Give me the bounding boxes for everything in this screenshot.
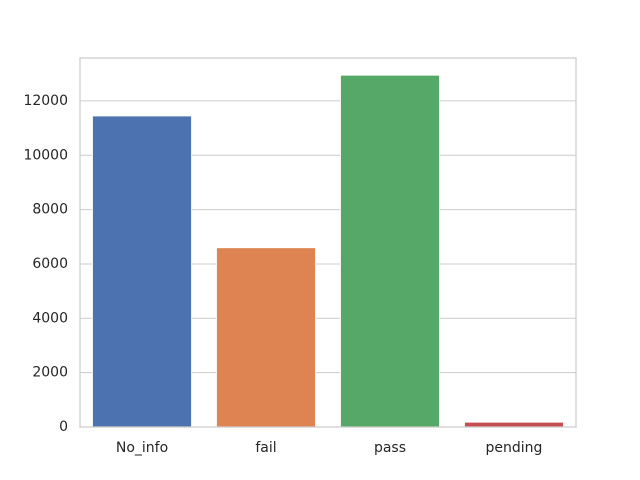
plot-frame [79,57,577,428]
bar-pending [463,421,565,428]
y-tick-label: 6000 [32,256,68,272]
y-tick-label: 8000 [32,202,68,218]
y-tick-label: 0 [59,419,68,435]
bar-no_info [91,115,193,428]
y-tick-label: 2000 [32,365,68,381]
x-tick-label: pass [374,440,406,456]
bar-pass [339,74,441,428]
y-tick-label: 10000 [23,147,68,163]
y-tick-label: 4000 [32,310,68,326]
y-axis-ticks: 0 2000 4000 6000 8000 10000 12000 [23,93,68,435]
x-tick-label: pending [486,440,543,456]
y-tick-label: 12000 [23,93,68,109]
bar-fail [215,247,317,428]
bars [91,74,565,428]
x-axis-ticks: No_info fail pass pending [116,440,543,456]
x-tick-label: No_info [116,440,168,456]
x-tick-label: fail [255,440,276,456]
